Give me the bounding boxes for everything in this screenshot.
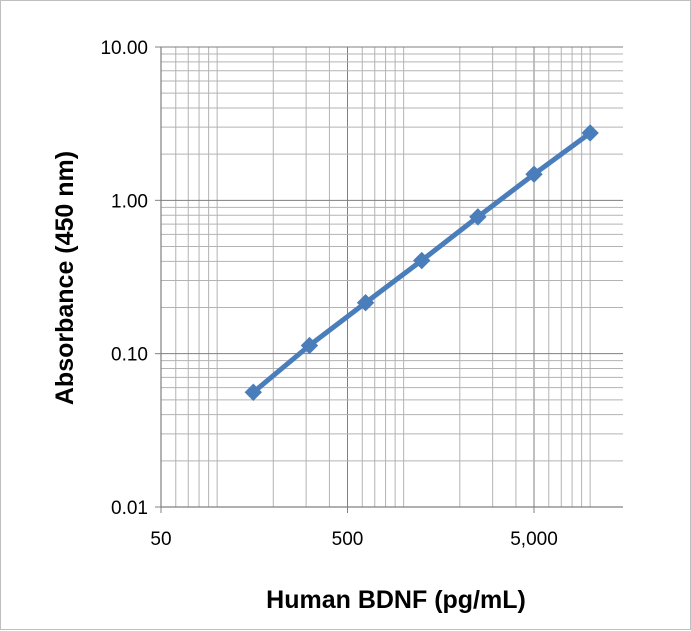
x-tick-label: 5,000 xyxy=(510,529,558,550)
data-point-marker xyxy=(413,251,431,270)
x-tick-label: 50 xyxy=(150,529,171,550)
data-point-marker xyxy=(356,293,375,312)
y-tick-label: 0.10 xyxy=(111,345,148,366)
data-point-marker xyxy=(244,383,263,401)
x-tick-label: 500 xyxy=(332,529,364,550)
y-axis-title: Absorbance (450 nm) xyxy=(51,151,79,405)
gridlines xyxy=(161,46,623,507)
data-point-marker xyxy=(469,208,487,226)
data-point-marker xyxy=(581,124,599,142)
data-point-marker xyxy=(300,336,319,355)
series-layer xyxy=(244,124,599,401)
axes xyxy=(155,46,623,513)
y-tick-label: 10.00 xyxy=(100,38,148,59)
tick-labels: 0.01 0.10 1.00 10.00 50 500 5,000 xyxy=(100,38,557,550)
y-tick-label: 0.01 xyxy=(111,498,148,519)
x-axis-title: Human BDNF (pg/mL) xyxy=(266,586,526,614)
data-point-marker xyxy=(525,165,543,183)
y-tick-label: 1.00 xyxy=(111,191,148,212)
